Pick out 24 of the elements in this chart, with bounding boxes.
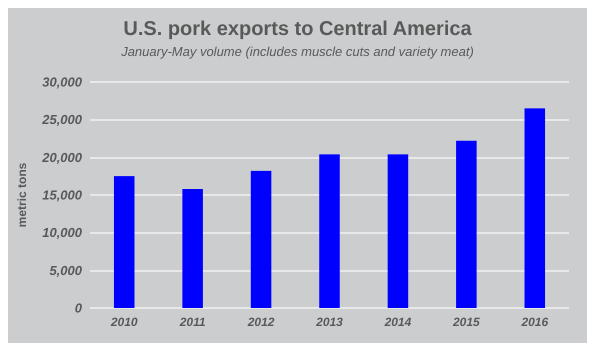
bar	[319, 154, 340, 308]
chart-subtitle: January-May volume (includes muscle cuts and variety meat)	[120, 44, 474, 59]
y-tick-label: 15,000	[42, 188, 83, 202]
bar	[388, 154, 408, 308]
bar	[114, 176, 134, 308]
x-tick-label: 2014	[384, 315, 412, 329]
bar	[250, 170, 272, 308]
x-tick-label: 2016	[520, 315, 548, 329]
x-tick-label: 2010	[110, 315, 138, 329]
y-tick-label: 30,000	[42, 74, 83, 90]
y-tick-label: 25,000	[41, 112, 83, 128]
y-tick-label: 10,000	[42, 225, 83, 240]
bar	[524, 108, 546, 308]
bar	[182, 188, 203, 308]
bar	[456, 140, 477, 308]
y-tick-label: 20,000	[41, 150, 83, 165]
x-tick-label: 2015	[452, 315, 480, 329]
y-tick-label: 0	[74, 300, 83, 316]
x-tick-label: 2013	[315, 315, 344, 329]
y-tick-label: 5,000	[49, 262, 83, 278]
y-axis-title: metric tons	[15, 162, 29, 228]
chart-title: U.S. pork exports to Central America	[123, 18, 472, 40]
x-tick-label: 2012	[246, 315, 275, 329]
x-tick-label: 2011	[178, 315, 206, 329]
